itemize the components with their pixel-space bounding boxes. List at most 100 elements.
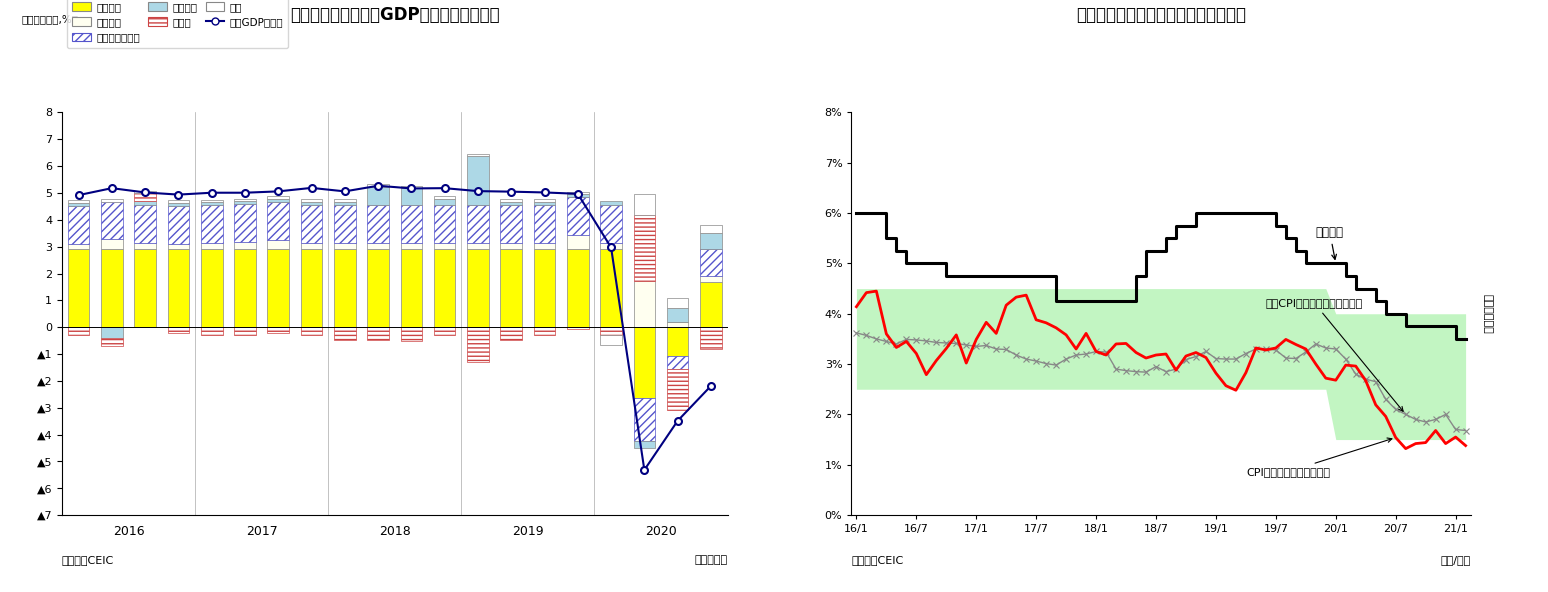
Bar [633,440,655,448]
Bar [667,327,689,356]
Bar [167,249,189,327]
Bar [667,356,689,369]
Bar [567,194,588,197]
Bar [367,249,389,327]
Text: コアCPI上昇率（前年同月比）: コアCPI上昇率（前年同月比） [1266,298,1402,411]
Bar [633,327,655,398]
Bar [534,199,556,202]
Bar [68,327,90,334]
Bar [135,204,156,243]
Bar [467,243,489,249]
Bar [135,243,156,249]
Bar [101,327,122,338]
Bar [367,204,389,243]
Bar [500,249,522,327]
Bar [268,196,289,199]
Bar [601,243,622,249]
Bar [567,327,588,329]
Bar [101,239,122,249]
Bar [300,249,322,327]
Bar [633,281,655,327]
Text: インフレ目標: インフレ目標 [1483,294,1492,334]
Bar [433,243,455,249]
Bar [700,276,721,282]
Bar [534,249,556,327]
Bar [268,202,289,240]
Bar [167,206,189,244]
Bar [633,215,655,281]
Bar [667,298,689,308]
Bar [268,240,289,249]
Bar [201,202,223,205]
Bar [667,369,689,410]
Bar [101,202,122,239]
Bar [700,225,721,233]
Bar [367,184,389,187]
Bar [334,243,356,249]
Text: （資料）CEIC: （資料）CEIC [62,555,115,565]
Bar [201,327,223,334]
Text: （前年同期比,%）: （前年同期比,%） [22,14,79,24]
Bar [401,188,423,205]
Bar [601,334,622,345]
Bar [433,196,455,199]
Bar [500,204,522,243]
Bar [135,191,156,193]
Bar [700,233,721,249]
Bar [334,202,356,204]
Text: CPI上昇率（前年同月比）: CPI上昇率（前年同月比） [1246,438,1392,477]
Text: （年/月）: （年/月） [1440,555,1471,565]
Bar [467,153,489,156]
Text: （四半期）: （四半期） [695,555,728,565]
Bar [667,321,689,327]
Bar [234,199,255,201]
Bar [268,327,289,333]
Bar [234,249,255,327]
Bar [700,327,721,349]
Bar [534,243,556,249]
Bar [700,282,721,327]
Bar [534,204,556,243]
Bar [500,243,522,249]
Bar [567,192,588,194]
Bar [467,249,489,327]
Bar [68,249,90,327]
Bar [433,249,455,327]
Bar [667,308,689,321]
Bar [433,327,455,334]
Bar [567,249,588,327]
Bar [500,327,522,340]
Bar [633,194,655,215]
Bar [68,203,90,205]
Bar [601,249,622,327]
Bar [101,199,122,202]
Bar [101,249,122,327]
Bar [467,327,489,362]
Bar [334,199,356,202]
Bar [700,249,721,276]
Bar [234,204,255,242]
Text: インドネシア　実質GDP成長率（需要側）: インドネシア 実質GDP成長率（需要側） [289,6,500,24]
Bar [167,203,189,206]
Legend: 民間消費, 政府消費, 総固定資本形成, 在庫変動, 純輸出, 誤差, 実質GDP成長率: 民間消費, 政府消費, 総固定資本形成, 在庫変動, 純輸出, 誤差, 実質GD… [67,0,288,48]
Bar [300,327,322,334]
Bar [534,202,556,204]
Bar [601,204,622,243]
Text: 政策金利: 政策金利 [1316,226,1344,259]
Bar [268,249,289,327]
Bar [401,186,423,188]
Bar [334,249,356,327]
Bar [234,327,255,335]
Bar [68,205,90,244]
Bar [334,204,356,243]
Text: インドネシアのインフレ率と政策金利: インドネシアのインフレ率と政策金利 [1076,6,1246,24]
Bar [633,398,655,440]
Bar [567,235,588,249]
Bar [135,249,156,327]
Bar [68,200,90,203]
Bar [101,338,122,346]
Bar [334,327,356,340]
Bar [467,204,489,243]
Bar [201,205,223,243]
Bar [401,327,423,340]
